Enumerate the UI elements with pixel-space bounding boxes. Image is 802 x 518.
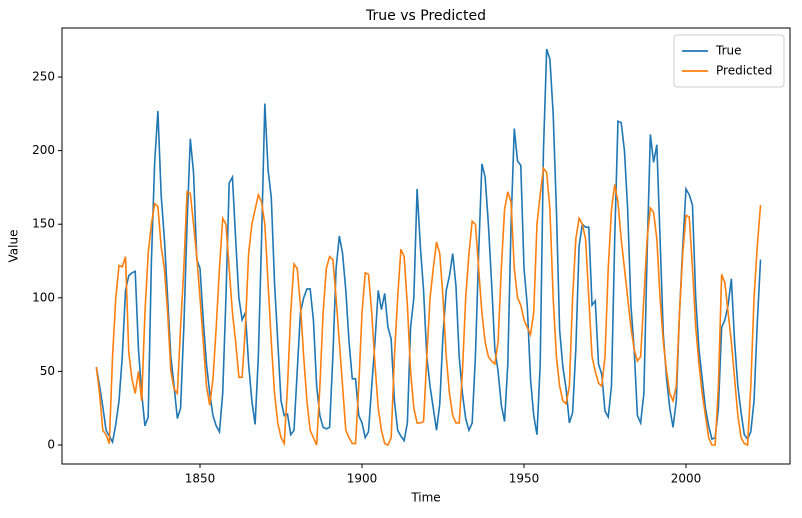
x-tick-label: 1950 bbox=[509, 472, 540, 486]
y-tick-label: 0 bbox=[47, 438, 55, 452]
y-axis-label: Value bbox=[7, 230, 21, 263]
y-tick-label: 100 bbox=[32, 290, 55, 304]
legend-box bbox=[673, 34, 785, 88]
series-line bbox=[95, 48, 762, 445]
series-line bbox=[95, 166, 762, 447]
x-tick-label: 2000 bbox=[671, 472, 702, 486]
legend-label: Predicted bbox=[716, 64, 772, 78]
x-tick-label: 1900 bbox=[347, 472, 378, 486]
x-tick-label: 1850 bbox=[185, 472, 216, 486]
plot-frame bbox=[61, 27, 791, 465]
chart-title: True vs Predicted bbox=[365, 8, 486, 24]
x-axis-label: Time bbox=[410, 491, 440, 505]
y-tick-label: 50 bbox=[40, 364, 55, 378]
y-tick-label: 200 bbox=[32, 143, 55, 157]
y-tick-label: 150 bbox=[32, 217, 55, 231]
legend-label: True bbox=[715, 44, 742, 58]
y-tick-label: 250 bbox=[32, 70, 55, 84]
